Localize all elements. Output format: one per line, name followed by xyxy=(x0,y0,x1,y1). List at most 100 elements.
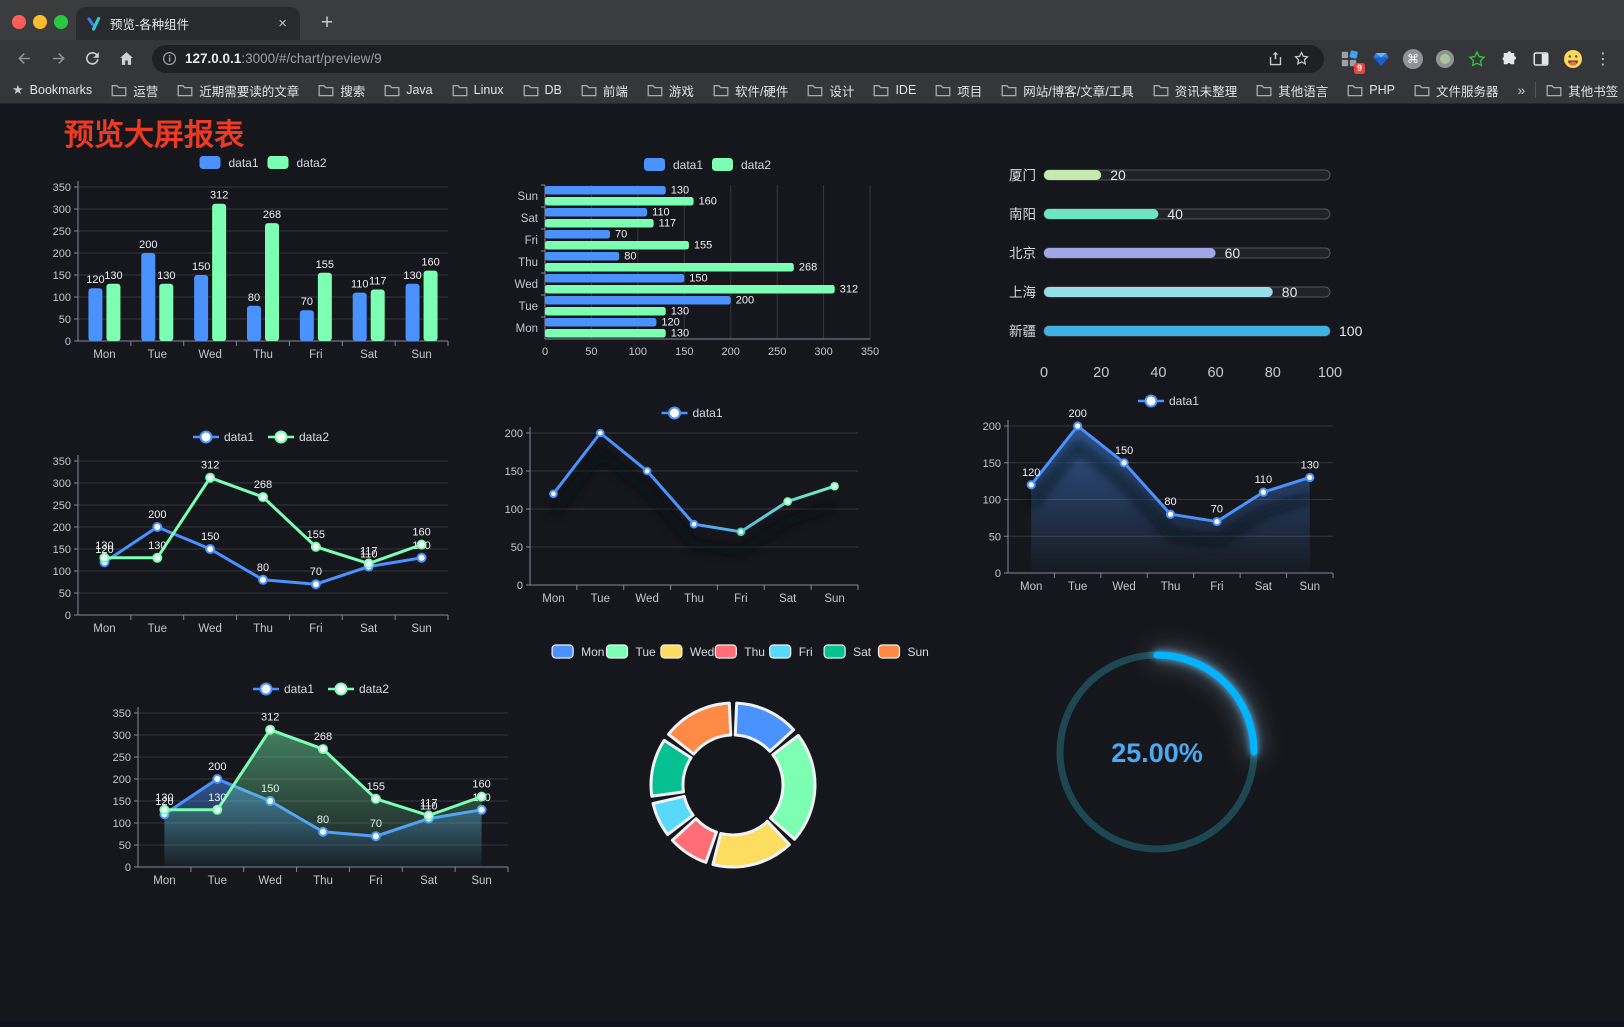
green-star-icon xyxy=(1468,50,1486,67)
two-series-area-chart[interactable]: data1 data2 0 50 100 150 200 250 300 350 Mon Tue Wed… xyxy=(98,675,518,893)
horizontal-bar-chart[interactable]: data1 data2 0 50 100 150 200 250 300 350 Sun Sat Fri… xyxy=(500,151,905,366)
window-zoom-button[interactable] xyxy=(54,15,68,29)
area-line-chart[interactable]: data1 0 50 100 150 200 Mon Tue Wed Thu Fri Sat Sun 12… xyxy=(983,387,1388,599)
donut-chart[interactable]: Mon Tue Wed Thu Fri Sat Sun xyxy=(538,637,938,882)
bar-chart-canvas: data1 data2 0 50 100 150 200 250 300 350 Mon Tue Wed… xyxy=(53,156,449,361)
forward-button[interactable] xyxy=(44,45,72,73)
svg-text:Sat: Sat xyxy=(779,593,797,605)
svg-text:130: 130 xyxy=(1301,459,1319,471)
url-path: :3000/#/chart/preview/9 xyxy=(241,51,382,66)
bookmark-page-button[interactable] xyxy=(1288,46,1314,72)
other-bookmarks-button[interactable]: 其他书签 xyxy=(1546,81,1618,100)
site-info-icon[interactable] xyxy=(162,51,177,66)
folder-icon xyxy=(873,84,889,96)
home-button[interactable] xyxy=(112,45,140,73)
two-series-line-chart[interactable]: data1 data2 0 50 100 150 200 250 300 350 Mon Tue Wed… xyxy=(38,423,458,641)
svg-text:data1: data1 xyxy=(229,156,259,170)
progress-bar-chart[interactable]: 厦门 20 南阳 40 北京 60 上海 80 新疆 100 0 20 40 60 80 100 xyxy=(980,155,1372,390)
url-text[interactable]: 127.0.0.1:3000/#/chart/preview/9 xyxy=(185,51,1262,66)
bookmark-folder[interactable]: 软件/硬件 xyxy=(713,81,788,100)
grouped-bar-chart[interactable]: data1 data2 0 50 100 150 200 250 300 350 Mon Tue Wed… xyxy=(38,149,458,367)
page-title: 预览大屏报表 xyxy=(64,119,244,152)
bookmark-folder[interactable]: Linux xyxy=(452,83,504,97)
extension-star-button[interactable] xyxy=(1464,46,1490,72)
share-button[interactable] xyxy=(1262,46,1288,72)
folder-icon xyxy=(452,84,468,96)
bookmark-folder[interactable]: 文件服务器 xyxy=(1414,81,1498,100)
side-panel-button[interactable] xyxy=(1528,46,1554,72)
window-minimize-button[interactable] xyxy=(33,15,47,29)
area1-canvas: data1 0 50 100 150 200 Mon Tue Wed Thu Fri Sat Sun 12… xyxy=(983,394,1334,593)
svg-text:200: 200 xyxy=(1068,408,1086,420)
bookmark-folder[interactable]: PHP xyxy=(1347,83,1395,97)
bookmarks-root[interactable]: ★ Bookmarks xyxy=(12,82,92,98)
svg-text:150: 150 xyxy=(201,531,219,543)
svg-text:Fri: Fri xyxy=(525,235,538,247)
bookmark-folder[interactable]: 设计 xyxy=(807,81,854,100)
emoji-extension-button[interactable] xyxy=(1560,46,1586,72)
svg-text:250: 250 xyxy=(768,346,786,358)
svg-text:130: 130 xyxy=(671,185,689,197)
svg-text:data2: data2 xyxy=(299,430,329,444)
svg-text:110: 110 xyxy=(360,549,378,561)
svg-text:Sat: Sat xyxy=(853,645,872,659)
svg-text:155: 155 xyxy=(694,240,712,252)
bookmark-folder[interactable]: DB xyxy=(523,83,562,97)
window-close-button[interactable] xyxy=(12,15,26,29)
folder-icon xyxy=(384,84,400,96)
bookmark-folder[interactable]: 网站/博客/文章/工具 xyxy=(1001,81,1134,100)
bookmark-folder[interactable]: Java xyxy=(384,83,433,97)
bookmark-folder[interactable]: 其他语言 xyxy=(1256,81,1328,100)
bookmark-folder[interactable]: IDE xyxy=(873,83,916,97)
progress-chart-canvas: 厦门 20 南阳 40 北京 60 上海 80 新疆 100 0 20 40 60 80 100 xyxy=(1009,167,1363,381)
bookmark-folder[interactable]: 前端 xyxy=(581,81,628,100)
folder-icon xyxy=(177,84,193,96)
bottom-strip xyxy=(0,1021,1624,1027)
svg-text:150: 150 xyxy=(53,270,71,282)
address-bar[interactable]: 127.0.0.1:3000/#/chart/preview/9 xyxy=(152,44,1324,73)
svg-text:160: 160 xyxy=(421,257,439,269)
svg-text:250: 250 xyxy=(53,500,71,512)
extension-record-button[interactable] xyxy=(1432,46,1458,72)
svg-text:110: 110 xyxy=(1255,474,1273,486)
svg-text:0: 0 xyxy=(1040,365,1048,381)
svg-text:Mon: Mon xyxy=(581,645,604,659)
svg-text:0: 0 xyxy=(65,336,71,348)
svg-text:data1: data1 xyxy=(224,430,254,444)
bookmark-folder[interactable]: 游戏 xyxy=(647,81,694,100)
svg-text:Mon: Mon xyxy=(93,349,115,361)
svg-text:南阳: 南阳 xyxy=(1009,207,1036,222)
bookmark-folder[interactable]: 运营 xyxy=(111,81,158,100)
back-button[interactable] xyxy=(10,45,38,73)
svg-text:155: 155 xyxy=(316,259,334,271)
folder-icon xyxy=(647,84,663,96)
new-tab-button[interactable]: + xyxy=(320,11,334,34)
bookmark-folder[interactable]: 搜索 xyxy=(318,81,365,100)
extension-command-button[interactable]: ⌘ xyxy=(1400,46,1426,72)
reload-button[interactable] xyxy=(78,45,106,73)
svg-text:155: 155 xyxy=(307,529,325,541)
svg-text:Tue: Tue xyxy=(519,301,538,313)
svg-text:200: 200 xyxy=(736,295,754,307)
svg-text:data1: data1 xyxy=(1169,394,1199,408)
gauge-chart[interactable]: 25.00% xyxy=(1030,625,1285,875)
bookmark-folder[interactable]: 资讯未整理 xyxy=(1153,81,1237,100)
svg-text:70: 70 xyxy=(301,296,313,308)
area2-canvas: data1 data2 0 50 100 150 200 250 300 350 Mon Tue Wed… xyxy=(113,682,509,887)
svg-text:Thu: Thu xyxy=(518,257,538,269)
svg-text:100: 100 xyxy=(1339,323,1363,339)
svg-text:0: 0 xyxy=(517,580,523,592)
gradient-line-chart[interactable]: data1 0 50 100 150 200 Mon Tue Wed Thu Fri Sat Sun xyxy=(500,399,900,611)
browser-tab[interactable]: 预览-各种组件 × xyxy=(76,7,300,40)
bookmarks-overflow-button[interactable]: » xyxy=(1517,82,1526,98)
svg-text:268: 268 xyxy=(254,479,272,491)
svg-text:200: 200 xyxy=(208,761,226,773)
svg-text:Mon: Mon xyxy=(153,875,175,887)
browser-menu-button[interactable]: ⋮ xyxy=(1595,50,1611,68)
bookmark-folder[interactable]: 项目 xyxy=(935,81,982,100)
tab-close-icon[interactable]: × xyxy=(278,15,287,32)
extensions-puzzle-button[interactable] xyxy=(1496,46,1522,72)
bookmark-folder[interactable]: 近期需要读的文章 xyxy=(177,81,299,100)
extension-grid-button[interactable]: 9 xyxy=(1336,46,1365,74)
extension-gem-button[interactable] xyxy=(1368,46,1394,72)
